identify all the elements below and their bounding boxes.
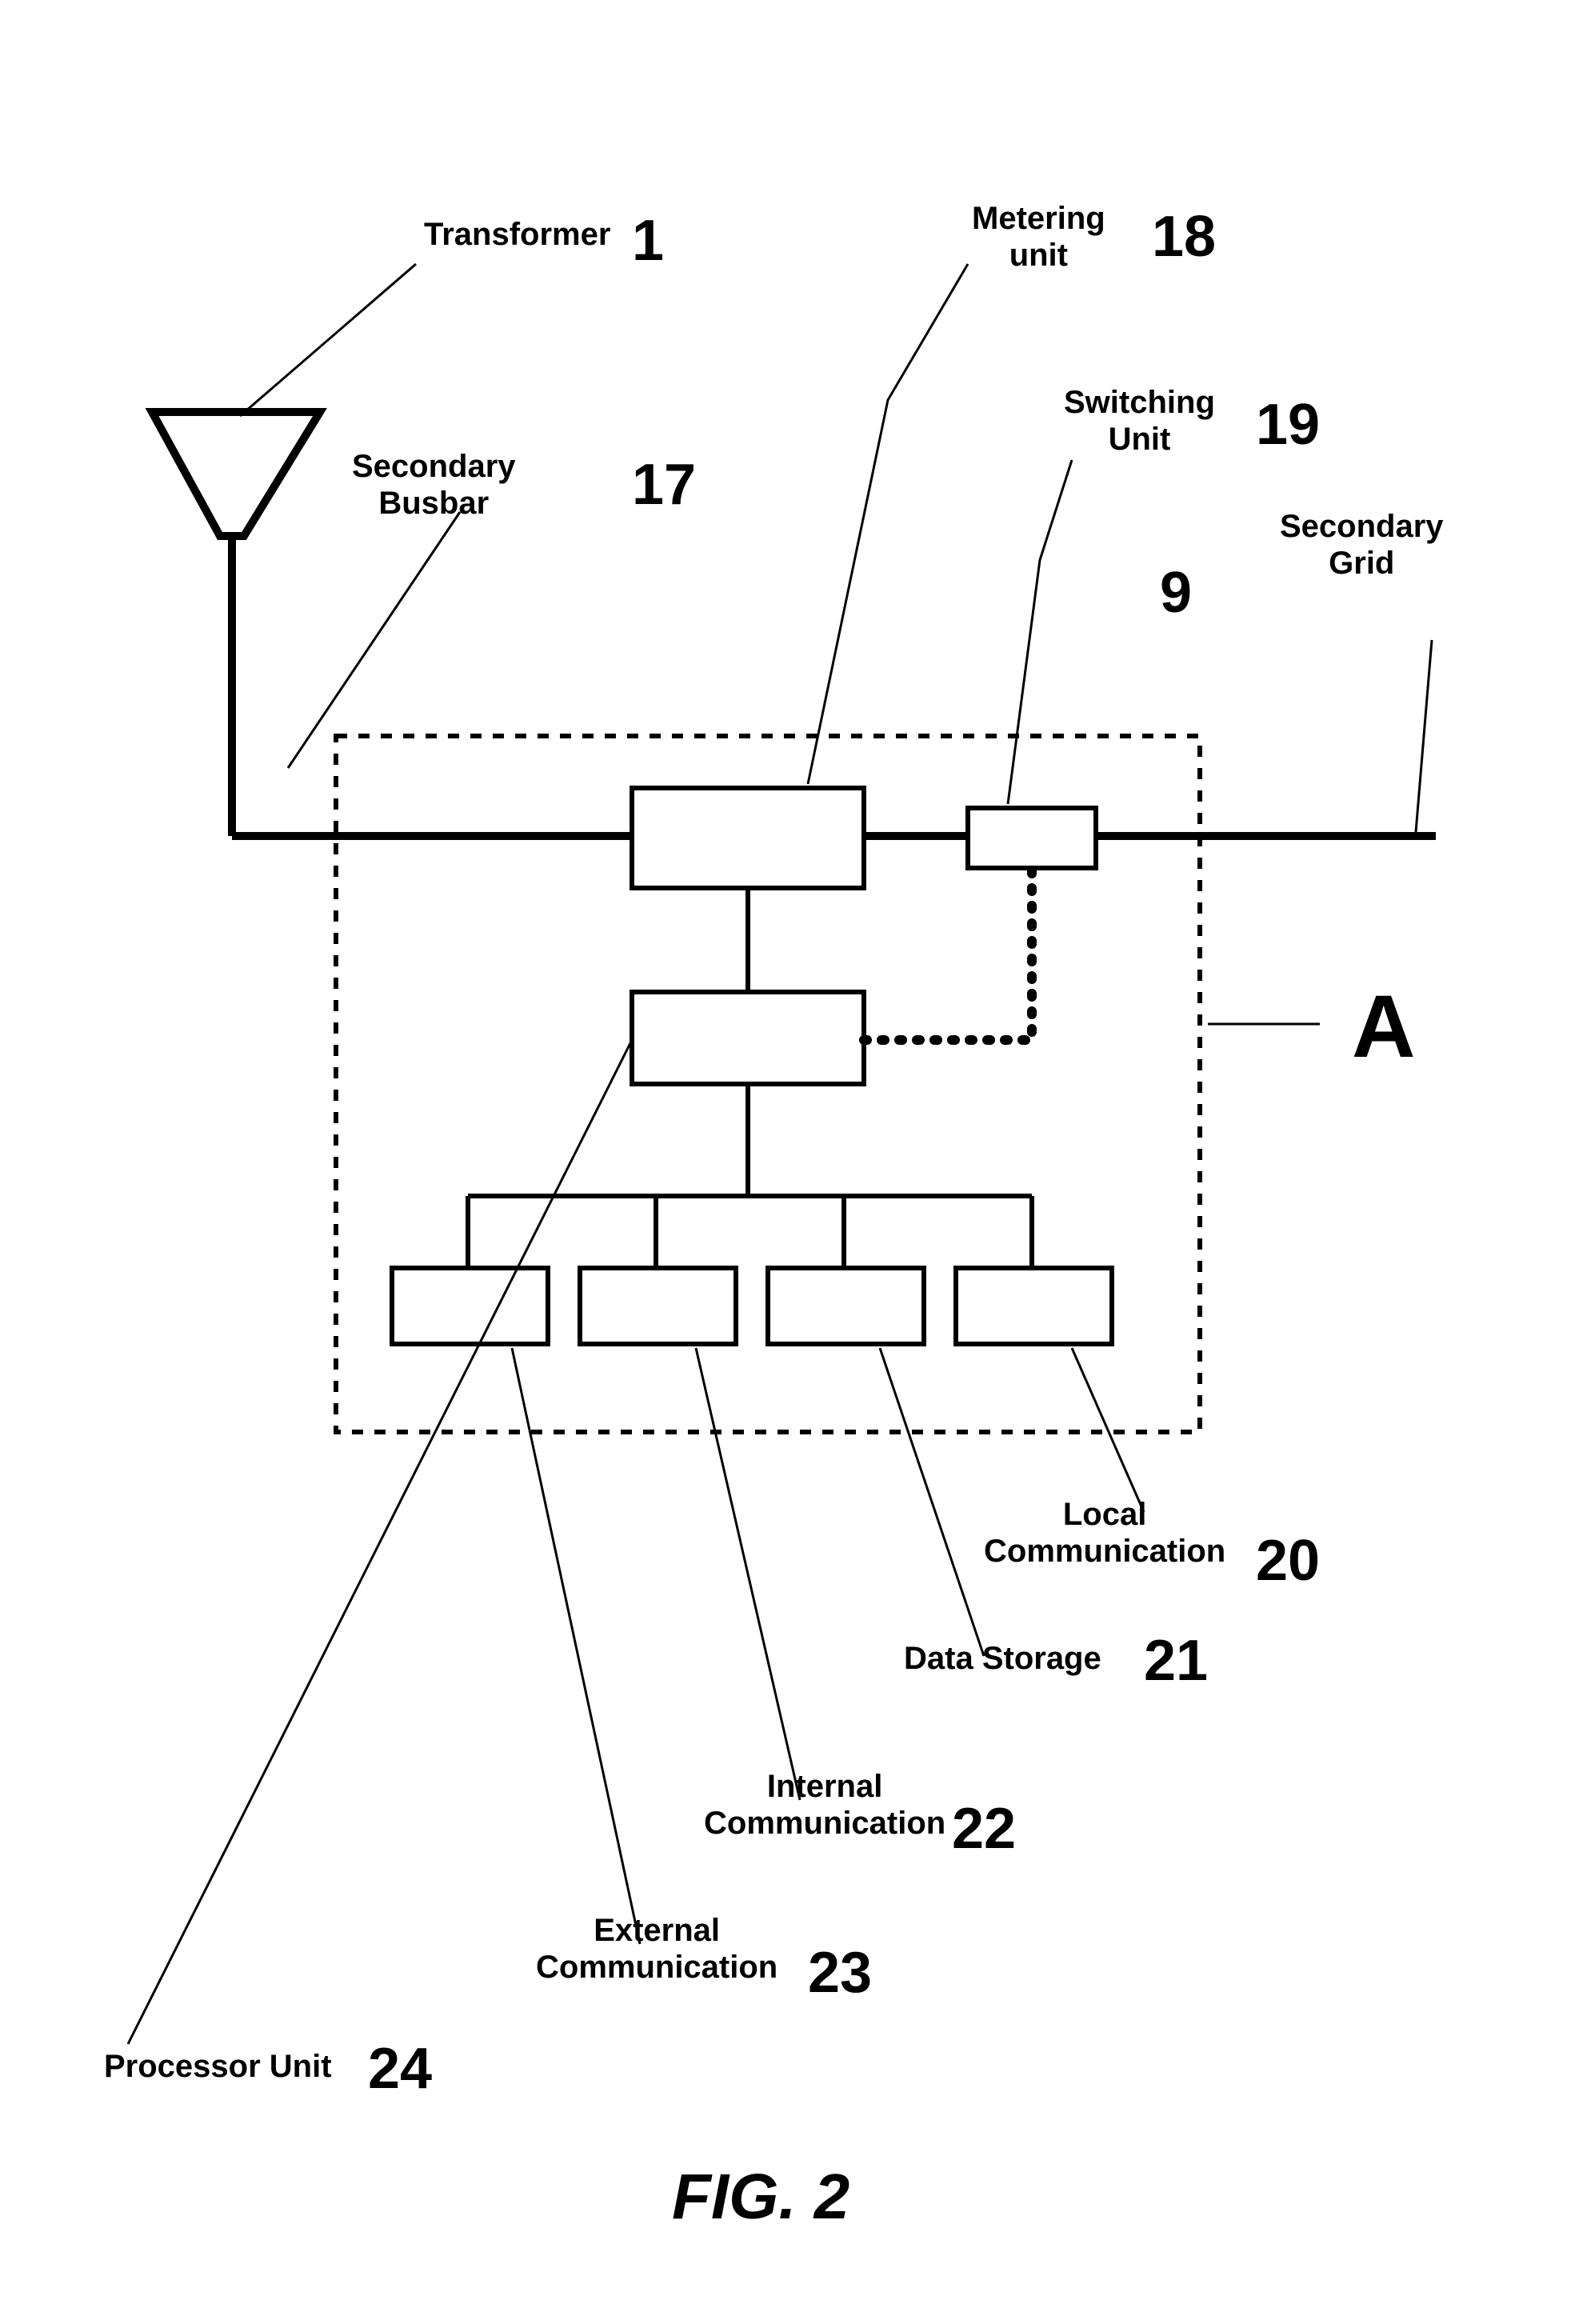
num-secondary-grid: 9 xyxy=(1160,560,1192,626)
label-transformer: Transformer xyxy=(424,216,610,253)
label-switching-unit: Switching Unit xyxy=(1064,384,1215,458)
label-metering-unit: Metering unit xyxy=(972,200,1105,274)
figure-caption: FIG. 2 xyxy=(672,2160,849,2234)
num-data-storage: 21 xyxy=(1144,1628,1208,1694)
label-box-A: A xyxy=(1352,976,1415,1078)
diagram-svg xyxy=(0,0,1583,2324)
label-secondary-busbar: Secondary Busbar xyxy=(352,448,516,522)
num-switching-unit: 19 xyxy=(1256,392,1320,458)
label-external-comm: External Communication xyxy=(536,1912,778,1986)
label-local-comm: Local Communication xyxy=(984,1496,1225,1570)
num-transformer: 1 xyxy=(632,208,664,274)
label-processor-unit: Processor Unit xyxy=(104,2048,332,2085)
num-secondary-busbar: 17 xyxy=(632,452,696,518)
num-processor-unit: 24 xyxy=(368,2036,432,2102)
figure-page: Transformer 1 Secondary Busbar 17 Meteri… xyxy=(0,0,1583,2324)
num-local-comm: 20 xyxy=(1256,1528,1320,1594)
num-external-comm: 23 xyxy=(808,1940,872,2006)
label-secondary-grid: Secondary Grid xyxy=(1280,508,1444,582)
label-internal-comm: Internal Communication xyxy=(704,1768,945,1842)
num-internal-comm: 22 xyxy=(952,1796,1016,1862)
num-metering-unit: 18 xyxy=(1152,204,1216,270)
label-data-storage: Data Storage xyxy=(904,1640,1101,1677)
